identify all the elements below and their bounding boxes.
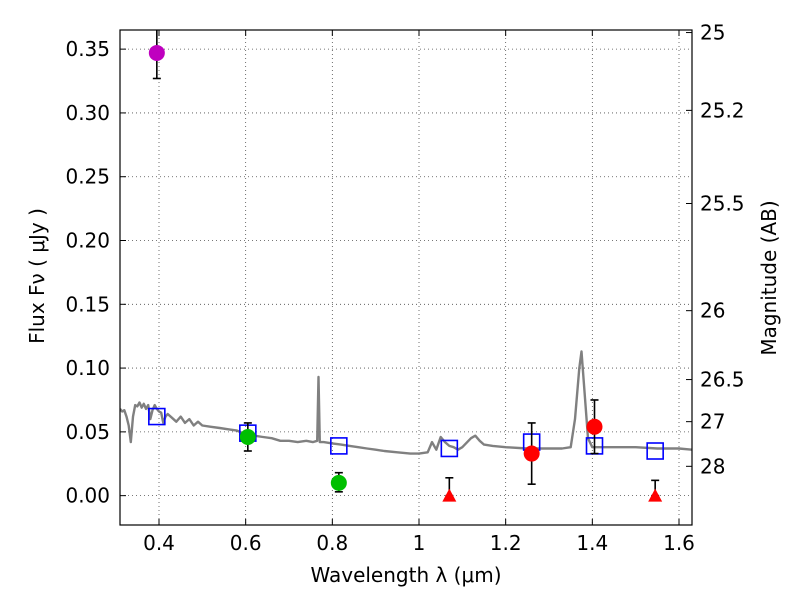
x-tick-label: 1.6 [663,531,695,555]
plot-frame [119,29,693,526]
plot-area [120,30,692,502]
y-tick-label: 0.25 [65,165,110,189]
upper-limit-marker [442,488,457,502]
y-tick-label: 0.00 [65,484,110,508]
model-photometry-marker [148,407,166,426]
y-tick-label: 0.15 [65,292,110,316]
x-tick-label: 0.4 [143,531,175,555]
model-photometry-marker [646,442,664,460]
observed-flux-point [586,418,603,435]
axis-ticks: 0.4 0.6 0.8 1 1.2 1.4 1.6 0.00 0.05 0.10 0.15 0.20 0… [65,21,744,555]
x-tick-label: 1.2 [490,531,522,555]
y-tick-label: 0.05 [65,420,110,444]
model-photometry-marker [440,439,459,458]
y2-axis-label: Magnitude (AB) [757,200,781,355]
y2-tick-label: 25 [700,21,725,45]
x-tick-label: 1.4 [576,531,608,555]
y-tick-label: 0.30 [65,101,110,125]
model-photometry-marker [330,437,348,455]
y2-tick-label: 26.5 [700,368,745,392]
y2-tick-label: 25.5 [700,192,745,216]
upper-limit-marker [648,488,663,502]
y2-tick-label: 25.2 [700,98,745,122]
x-tick-label: 0.6 [230,531,262,555]
sed-model-line [120,350,692,455]
observed-flux-point [148,44,165,61]
y2-tick-label: 27 [700,410,725,434]
observed-flux-point [523,445,540,462]
x-tick-label: 0.8 [316,531,348,555]
x-axis-label: Wavelength λ (μm) [310,563,501,587]
y-tick-label: 0.20 [65,229,110,253]
x-tick-label: 1 [413,531,426,555]
y-tick-label: 0.10 [65,356,110,380]
observed-flux-point [330,474,347,491]
y2-tick-label: 28 [700,454,725,478]
y-axis-label: Flux Fν ( μJy ) [25,208,49,344]
y-tick-label: 0.35 [65,37,110,61]
observed-flux-point [239,428,256,445]
y2-tick-label: 26 [700,299,725,323]
plot-series [120,30,692,502]
